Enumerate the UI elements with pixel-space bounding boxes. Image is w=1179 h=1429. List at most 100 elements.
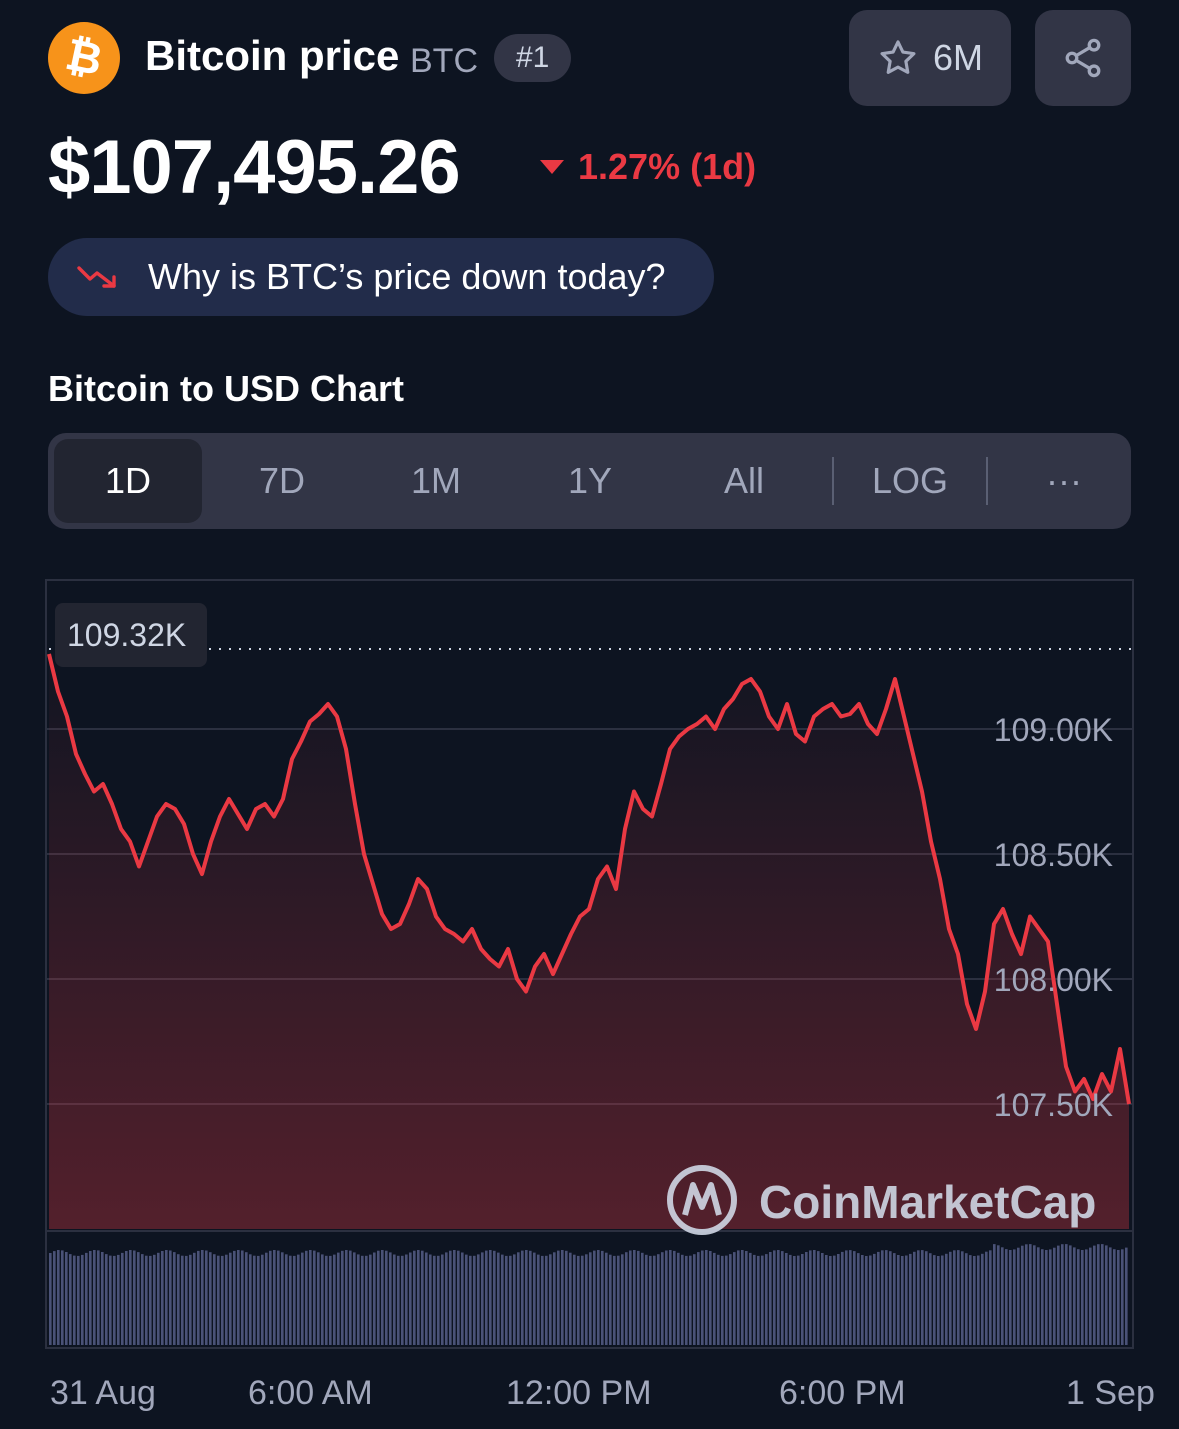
volume-bar: [865, 1256, 868, 1345]
volume-bar: [545, 1255, 548, 1345]
volume-bar: [1069, 1245, 1072, 1345]
volume-bar: [677, 1252, 680, 1345]
volume-bar: [597, 1250, 600, 1345]
volume-bar: [301, 1252, 304, 1345]
volume-bar: [309, 1250, 312, 1345]
volume-bar: [549, 1254, 552, 1345]
volume-bar: [1097, 1244, 1100, 1345]
price-chart[interactable]: 109.32K 109.00K 108.50K 108.00K 107.50K Coi…: [45, 579, 1134, 1349]
volume-bar: [1001, 1247, 1004, 1345]
volume-bar: [665, 1250, 668, 1345]
volume-bar: [905, 1255, 908, 1345]
coinmarketcap-logo: [667, 1165, 737, 1235]
more-options-button[interactable]: ···: [1046, 460, 1082, 501]
volume-bar: [405, 1254, 408, 1345]
volume-bar: [141, 1254, 144, 1345]
volume-bar: [1057, 1245, 1060, 1345]
volume-bar: [853, 1251, 856, 1345]
volume-bar: [721, 1255, 724, 1345]
volume-bar: [977, 1255, 980, 1345]
volume-bar: [753, 1254, 756, 1345]
watchlist-count: 6M: [932, 37, 983, 78]
volume-bar: [1109, 1247, 1112, 1345]
volume-bar: [93, 1250, 96, 1345]
volume-bar: [985, 1251, 988, 1345]
volume-bar: [797, 1255, 800, 1345]
caret-down-icon: [540, 160, 564, 174]
volume-bar: [541, 1255, 544, 1345]
volume-bar: [509, 1255, 512, 1345]
watchlist-button[interactable]: 6M: [849, 10, 1011, 106]
volume-bar: [881, 1250, 884, 1345]
tab-7d[interactable]: 7D: [258, 460, 306, 501]
volume-bar: [809, 1250, 812, 1345]
volume-bar: [325, 1255, 328, 1345]
volume-bar: [765, 1254, 768, 1345]
volume-bar: [273, 1250, 276, 1345]
coin-symbol: BTC: [410, 42, 478, 80]
volume-bar: [225, 1254, 228, 1345]
volume-bar: [749, 1252, 752, 1345]
volume-bar: [1041, 1249, 1044, 1345]
volume-bar: [373, 1252, 376, 1345]
volume-bar: [401, 1255, 404, 1345]
volume-bar: [577, 1255, 580, 1345]
volume-bar: [77, 1255, 80, 1345]
max-price-badge: [55, 603, 207, 667]
volume-bar: [529, 1250, 532, 1345]
volume-bar: [185, 1255, 188, 1345]
volume-bar: [125, 1251, 128, 1345]
volume-bar: [53, 1251, 56, 1345]
tab-all[interactable]: All: [723, 460, 764, 501]
tab-divider: [986, 457, 988, 505]
volume-bar: [249, 1254, 252, 1345]
volume-bar: [137, 1252, 140, 1345]
volume-bar: [849, 1250, 852, 1345]
volume-bar: [733, 1252, 736, 1345]
volume-bar: [89, 1251, 92, 1345]
volume-bar: [1017, 1247, 1020, 1345]
tab-log[interactable]: LOG: [871, 460, 949, 501]
volume-bar: [337, 1252, 340, 1345]
volume-bar: [1077, 1249, 1080, 1345]
volume-bar: [841, 1251, 844, 1345]
price-change-value: 1.27% (1d): [578, 146, 757, 187]
volume-bar: [717, 1254, 720, 1345]
volume-bar: [517, 1252, 520, 1345]
tab-1m[interactable]: 1M: [410, 460, 461, 501]
volume-bar: [1005, 1249, 1008, 1345]
volume-bar: [433, 1255, 436, 1345]
share-button[interactable]: [1035, 10, 1131, 106]
volume-bar: [461, 1252, 464, 1345]
volume-bar: [973, 1256, 976, 1345]
volume-bar: [885, 1250, 888, 1345]
volume-bar: [929, 1253, 932, 1345]
coin-title: Bitcoin price: [145, 32, 400, 79]
volume-bar: [269, 1250, 272, 1345]
price-chart-svg: 109.32K 109.00K 108.50K 108.00K 107.50K Coi…: [45, 579, 1134, 1349]
volume-bar: [209, 1252, 212, 1345]
volume-bar: [1081, 1250, 1084, 1345]
tab-1d[interactable]: 1D: [54, 439, 202, 523]
why-price-down-button[interactable]: Why is BTC’s price down today?: [48, 238, 714, 316]
volume-bar: [453, 1250, 456, 1345]
chart-title: Bitcoin to USD Chart: [48, 368, 404, 409]
volume-bar: [553, 1252, 556, 1345]
volume-bar: [761, 1255, 764, 1345]
volume-bar: [473, 1255, 476, 1345]
volume-bar: [901, 1256, 904, 1345]
volume-bar: [573, 1254, 576, 1345]
volume-bar: [329, 1255, 332, 1345]
x-label: 6:00 PM: [779, 1374, 906, 1412]
volume-bar: [73, 1255, 76, 1345]
volume-bar: [913, 1251, 916, 1345]
tab-1y[interactable]: 1Y: [567, 460, 613, 501]
volume-bar: [889, 1251, 892, 1345]
volume-bar: [101, 1252, 104, 1345]
volume-bar: [285, 1254, 288, 1345]
price-area: [49, 654, 1129, 1229]
volume-bar: [953, 1250, 956, 1345]
volume-bar: [353, 1252, 356, 1345]
volume-bar: [833, 1255, 836, 1345]
volume-bar: [757, 1255, 760, 1345]
